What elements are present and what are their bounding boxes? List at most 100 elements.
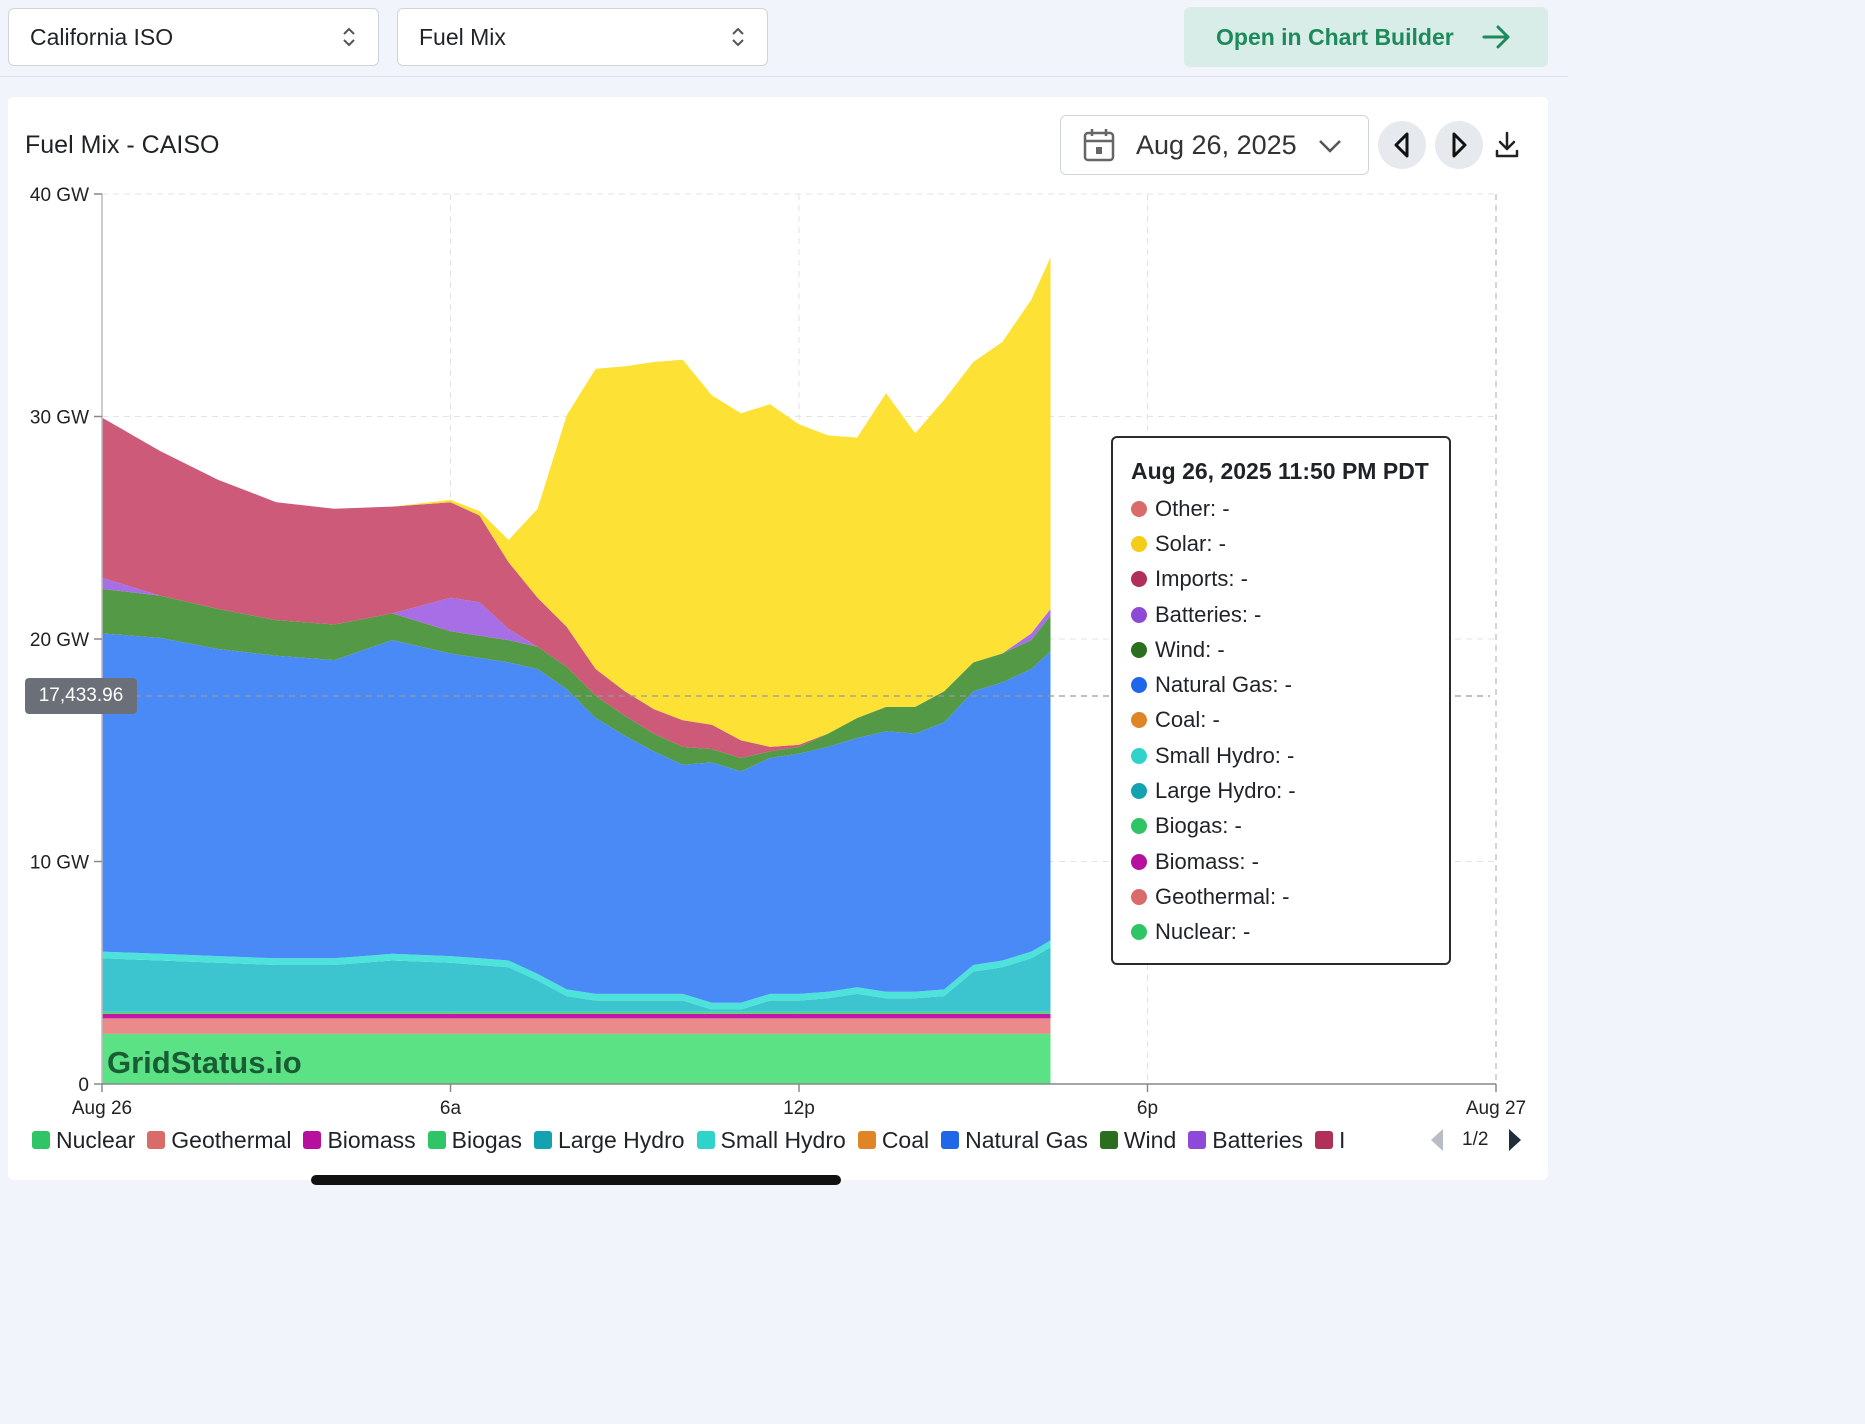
- legend: Nuclear Geothermal Biomass Biogas Large Hydr…: [32, 1124, 1412, 1156]
- legend-next-icon[interactable]: [1506, 1127, 1524, 1153]
- legend-swatch: [427, 1131, 446, 1149]
- top-toolbar: [0, 0, 1568, 77]
- arrow-right-icon: [1482, 25, 1510, 49]
- tooltip-row: Natural Gas: -: [1131, 667, 1449, 702]
- legend-item-nuclear[interactable]: Nuclear: [32, 1124, 135, 1156]
- tooltip-row-label: Small Hydro: -: [1155, 742, 1295, 768]
- tooltip-row: Other: -: [1131, 491, 1449, 526]
- legend-swatch: [941, 1131, 960, 1149]
- tooltip-row-label: Wind: -: [1155, 636, 1225, 662]
- y-tick-label: 0: [78, 1075, 89, 1096]
- legend-item-biomass[interactable]: Biomass: [303, 1124, 416, 1156]
- tooltip-row: Solar: -: [1131, 526, 1449, 561]
- legend-label: Wind: [1123, 1126, 1177, 1153]
- area-small-hydro: [102, 940, 1051, 1010]
- tooltip-swatch: [1131, 853, 1147, 870]
- tooltip-row-label: Solar: -: [1155, 530, 1226, 556]
- tooltip-row-label: Biomass: -: [1155, 848, 1259, 874]
- next-day-button[interactable]: [1435, 121, 1483, 169]
- tooltip-row-label: Large Hydro: -: [1155, 778, 1296, 804]
- tooltip-row: Coal: -: [1131, 703, 1449, 738]
- legend-pager: 1/2: [1428, 1124, 1528, 1156]
- date-value: Aug 26, 2025: [1136, 129, 1297, 160]
- area-nuclear: [102, 1033, 1051, 1084]
- tooltip-row-label: Other: -: [1155, 495, 1230, 521]
- hover-value-badge: 17,433.96: [25, 678, 137, 714]
- legend-item-small-hydro[interactable]: Small Hydro: [696, 1124, 846, 1156]
- tooltip-row-label: Batteries: -: [1155, 601, 1262, 627]
- legend-swatch: [32, 1131, 50, 1149]
- dataset-select[interactable]: Fuel Mix: [397, 8, 768, 66]
- legend-item-large-hydro[interactable]: Large Hydro: [533, 1124, 685, 1156]
- watermark: GridStatus.io: [107, 1045, 302, 1080]
- legend-item-i[interactable]: I: [1315, 1124, 1345, 1156]
- tooltip-row-label: Natural Gas: -: [1155, 672, 1292, 698]
- date-picker[interactable]: Aug 26, 2025: [1060, 115, 1369, 175]
- chart-title: Fuel Mix - CAISO: [25, 131, 220, 159]
- tooltip-swatch: [1131, 606, 1147, 623]
- area-solar: [102, 257, 1051, 747]
- tooltip-swatch: [1131, 712, 1147, 729]
- y-axis-ticks: 0 10 GW 20 GW 30 GW 40 GW: [30, 185, 102, 1096]
- tooltip-row-label: Nuclear: -: [1155, 919, 1251, 945]
- tooltip-swatch: [1131, 924, 1147, 941]
- legend-swatch: [1315, 1131, 1334, 1149]
- area-imports: [102, 417, 1051, 758]
- legend-item-natural-gas[interactable]: Natural Gas: [941, 1124, 1088, 1156]
- tooltip-swatch: [1131, 888, 1147, 905]
- legend-label: Geothermal: [171, 1126, 292, 1153]
- legend-label: Coal: [881, 1126, 930, 1153]
- legend-item-batteries[interactable]: Batteries: [1188, 1124, 1303, 1156]
- legend-item-coal[interactable]: Coal: [857, 1124, 930, 1156]
- open-in-chart-builder-label: Open in Chart Builder: [1216, 23, 1454, 50]
- legend-item-geothermal[interactable]: Geothermal: [147, 1124, 291, 1156]
- area-wind: [102, 588, 1051, 772]
- y-tick-label: 20 GW: [30, 630, 89, 651]
- legend-swatch: [533, 1131, 552, 1149]
- legend-label: Small Hydro: [720, 1126, 846, 1153]
- stacked-areas: [102, 257, 1051, 1084]
- legend-label: Large Hydro: [557, 1126, 685, 1153]
- tooltip-swatch: [1131, 535, 1147, 552]
- fuel-mix-chart: 0 10 GW 20 GW 30 GW 40 GW Aug 26 6a 12p 6p Aug 2…: [30, 185, 1526, 1119]
- legend-swatch: [1099, 1131, 1118, 1149]
- horizontal-scrollbar[interactable]: [311, 1175, 841, 1185]
- y-tick-label: 30 GW: [30, 408, 89, 429]
- area-natural-gas: [102, 633, 1051, 1003]
- tooltip-swatch: [1131, 500, 1147, 517]
- calendar-icon: [1083, 129, 1115, 162]
- download-icon: [1495, 131, 1519, 158]
- legend-swatch: [303, 1131, 322, 1149]
- x-axis-ticks: Aug 26 6a 12p 6p Aug 27: [72, 1084, 1526, 1119]
- tooltip-row-label: Imports: -: [1155, 566, 1248, 592]
- legend-item-wind[interactable]: Wind: [1099, 1124, 1177, 1156]
- legend-label: Biogas: [451, 1126, 522, 1153]
- legend-label: I: [1339, 1126, 1346, 1153]
- area-biomass: [102, 1013, 1051, 1019]
- iso-select[interactable]: California ISO: [8, 8, 379, 66]
- legend-swatch: [857, 1131, 876, 1149]
- tooltip-swatch: [1131, 818, 1147, 835]
- y-tick-label: 40 GW: [30, 185, 89, 206]
- legend-page: 1/2: [1462, 1129, 1489, 1150]
- chevron-down-icon: [1319, 140, 1341, 153]
- tooltip-swatch: [1131, 747, 1147, 764]
- open-in-chart-builder-button[interactable]: Open in Chart Builder: [1184, 7, 1548, 67]
- previous-day-button[interactable]: [1378, 121, 1426, 169]
- tooltip-row: Small Hydro: -: [1131, 738, 1449, 773]
- area-geothermal: [102, 1018, 1051, 1034]
- tooltip-row: Wind: -: [1131, 632, 1449, 667]
- tooltip-swatch: [1131, 571, 1147, 588]
- x-tick-label: Aug 26: [72, 1098, 132, 1119]
- tooltip-row-label: Biogas: -: [1155, 813, 1242, 839]
- tooltip-row: Imports: -: [1131, 562, 1449, 597]
- y-tick-label: 10 GW: [30, 853, 89, 874]
- chevron-updown-icon: [732, 27, 744, 47]
- download-button[interactable]: [1494, 131, 1520, 164]
- legend-label: Nuclear: [56, 1126, 136, 1153]
- tooltip-row: Biomass: -: [1131, 844, 1449, 879]
- legend-label: Biomass: [327, 1126, 416, 1153]
- area-large-hydro: [102, 947, 1051, 1012]
- legend-item-biogas[interactable]: Biogas: [427, 1124, 522, 1156]
- legend-prev-icon[interactable]: [1428, 1127, 1446, 1153]
